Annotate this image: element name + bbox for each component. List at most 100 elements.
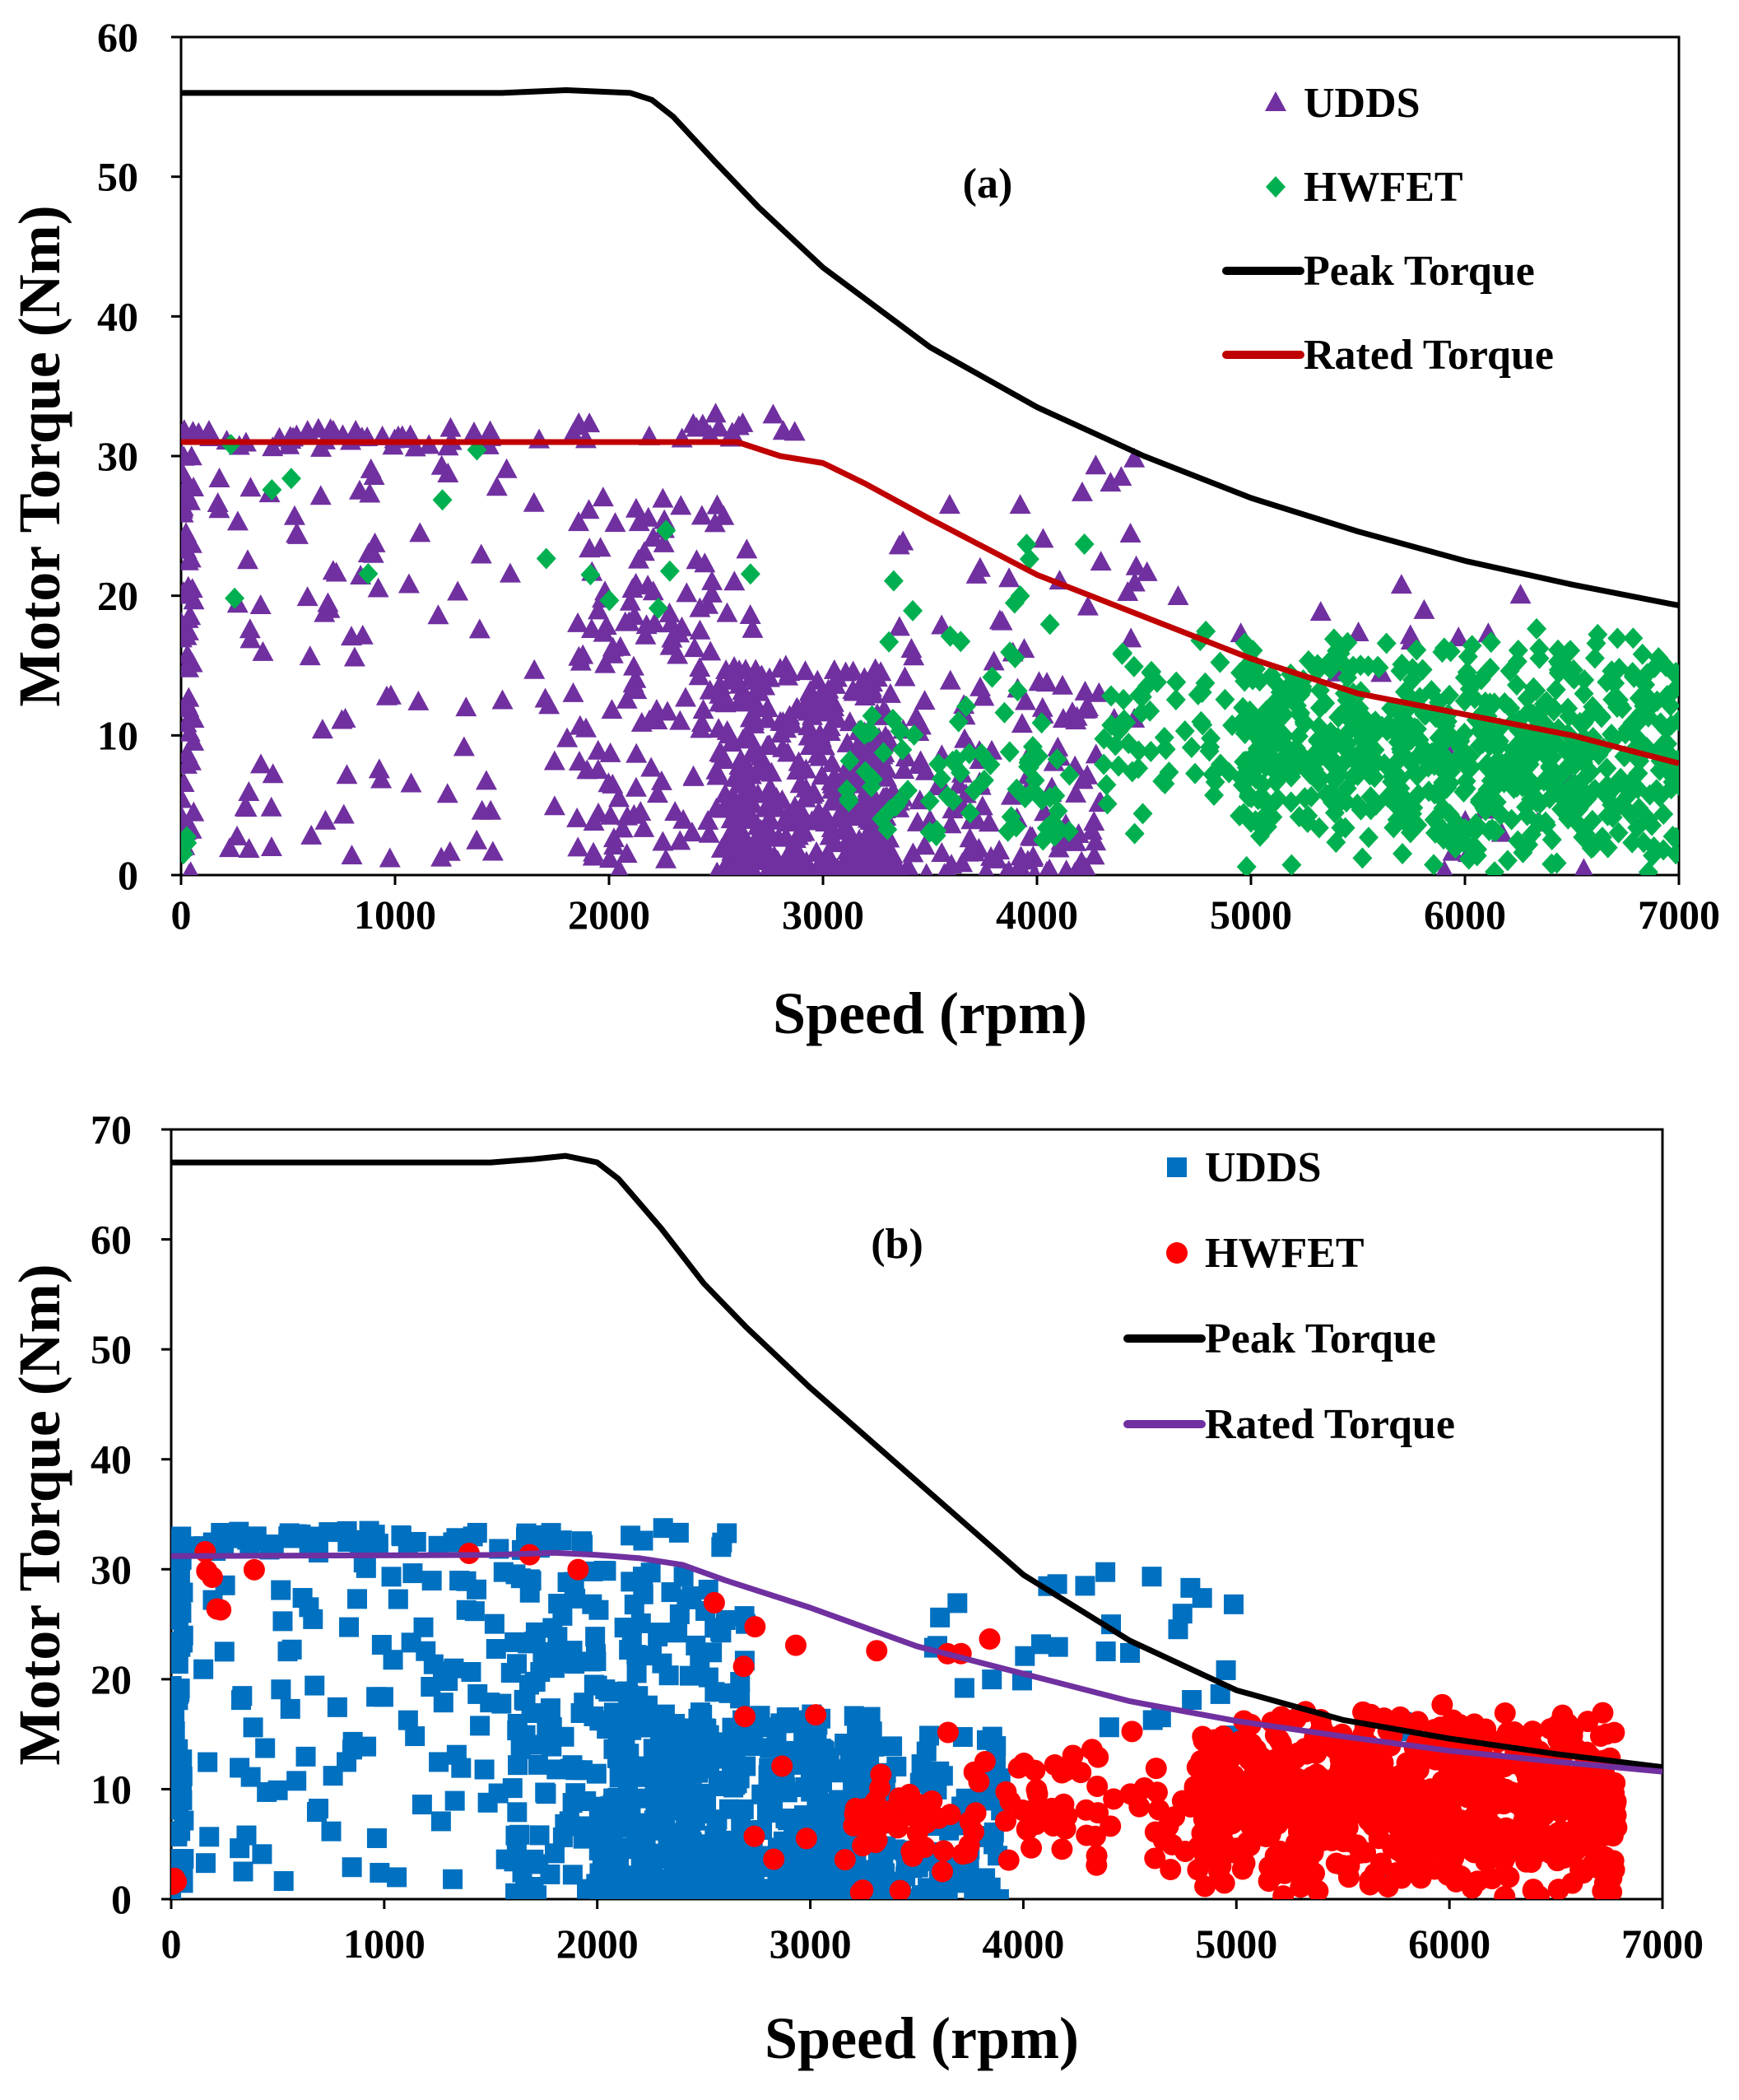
data-point	[449, 1571, 470, 1591]
data-point	[1090, 551, 1112, 571]
data-point	[1184, 1791, 1207, 1814]
data-point	[1213, 1872, 1235, 1894]
data-point	[327, 1697, 347, 1717]
data-point	[455, 696, 477, 717]
data-point	[669, 1604, 690, 1625]
data-point	[595, 1843, 616, 1864]
data-point	[971, 1888, 992, 1899]
data-point	[1266, 1862, 1288, 1884]
data-point	[283, 505, 305, 525]
data-point	[607, 787, 630, 808]
plot-frame-a	[179, 35, 1681, 877]
data-point	[1210, 1683, 1230, 1704]
data-point	[1290, 1876, 1312, 1898]
data-point	[243, 1558, 265, 1581]
data-point	[616, 688, 638, 709]
y-tick-label: 20	[97, 573, 138, 619]
data-point	[1251, 730, 1272, 752]
data-point	[1481, 1837, 1504, 1860]
data-point	[1485, 861, 1505, 875]
data-point	[795, 758, 817, 779]
data-point	[839, 750, 860, 772]
data-point	[655, 848, 677, 868]
data-point	[233, 1861, 253, 1882]
data-point	[1636, 687, 1657, 709]
data-point	[642, 1646, 663, 1666]
data-point	[444, 1790, 465, 1811]
data-point	[1439, 803, 1460, 826]
data-point	[821, 859, 839, 875]
data-point	[938, 494, 960, 515]
data-point	[835, 1733, 855, 1753]
data-point	[751, 1784, 772, 1804]
data-point	[1182, 1690, 1202, 1711]
data-point	[1419, 780, 1439, 803]
data-point	[817, 678, 839, 699]
data-point	[1569, 711, 1590, 733]
data-point	[356, 1558, 376, 1578]
data-point	[861, 792, 883, 813]
data-point	[368, 758, 390, 779]
data-point	[904, 724, 924, 746]
data-point	[1347, 622, 1369, 642]
data-point	[578, 499, 600, 519]
data-point	[1378, 786, 1398, 808]
data-point	[1351, 654, 1371, 677]
data-point	[1016, 1818, 1038, 1841]
data-point	[711, 1537, 732, 1558]
y-tick-label: 50	[97, 154, 138, 200]
data-point	[171, 1774, 192, 1795]
data-point	[1128, 757, 1149, 780]
data-point	[627, 1766, 648, 1786]
data-point	[642, 580, 664, 601]
data-point	[1032, 528, 1054, 548]
data-point	[1123, 655, 1144, 677]
data-point	[1323, 628, 1344, 650]
data-point	[1224, 1594, 1244, 1614]
legend-marker-udds	[1167, 1157, 1187, 1177]
data-point	[774, 861, 791, 875]
data-point	[239, 477, 262, 497]
data-point	[181, 445, 195, 466]
data-point	[630, 801, 652, 822]
data-point	[1031, 712, 1052, 734]
data-point	[1192, 681, 1212, 703]
data-point	[1248, 1758, 1270, 1780]
data-point	[1277, 677, 1298, 700]
data-point	[567, 612, 589, 632]
data-point	[210, 1599, 232, 1621]
line-rated-torque	[171, 1549, 1662, 1775]
data-point	[525, 1622, 546, 1642]
data-point	[181, 547, 202, 568]
data-point	[982, 666, 1002, 688]
data-point	[625, 743, 648, 763]
data-point	[1295, 713, 1315, 735]
data-point	[430, 846, 453, 867]
data-point	[809, 746, 831, 766]
data-point	[1039, 860, 1055, 875]
x-tick-label: 1000	[343, 1921, 425, 1967]
data-point	[1140, 700, 1160, 722]
data-point	[1235, 715, 1255, 738]
data-point	[1507, 650, 1527, 673]
data-point	[842, 679, 864, 700]
data-point	[281, 468, 301, 490]
data-point	[1018, 752, 1039, 774]
data-point	[1145, 1758, 1167, 1780]
line-peak-torque	[181, 87, 1679, 608]
data-point	[286, 523, 308, 543]
legend-label-hwfet: HWFET	[1205, 1230, 1365, 1277]
data-point	[858, 721, 878, 743]
y-tick-label: 30	[91, 1546, 132, 1592]
data-point	[412, 1795, 432, 1815]
data-point	[628, 511, 650, 532]
data-point	[697, 809, 719, 830]
data-point	[784, 1634, 807, 1656]
data-point	[948, 774, 970, 794]
data-point	[1508, 830, 1528, 852]
data-point	[1113, 642, 1133, 664]
data-point	[948, 710, 969, 733]
data-point	[999, 741, 1020, 763]
data-point	[379, 847, 401, 868]
data-point	[480, 799, 502, 820]
